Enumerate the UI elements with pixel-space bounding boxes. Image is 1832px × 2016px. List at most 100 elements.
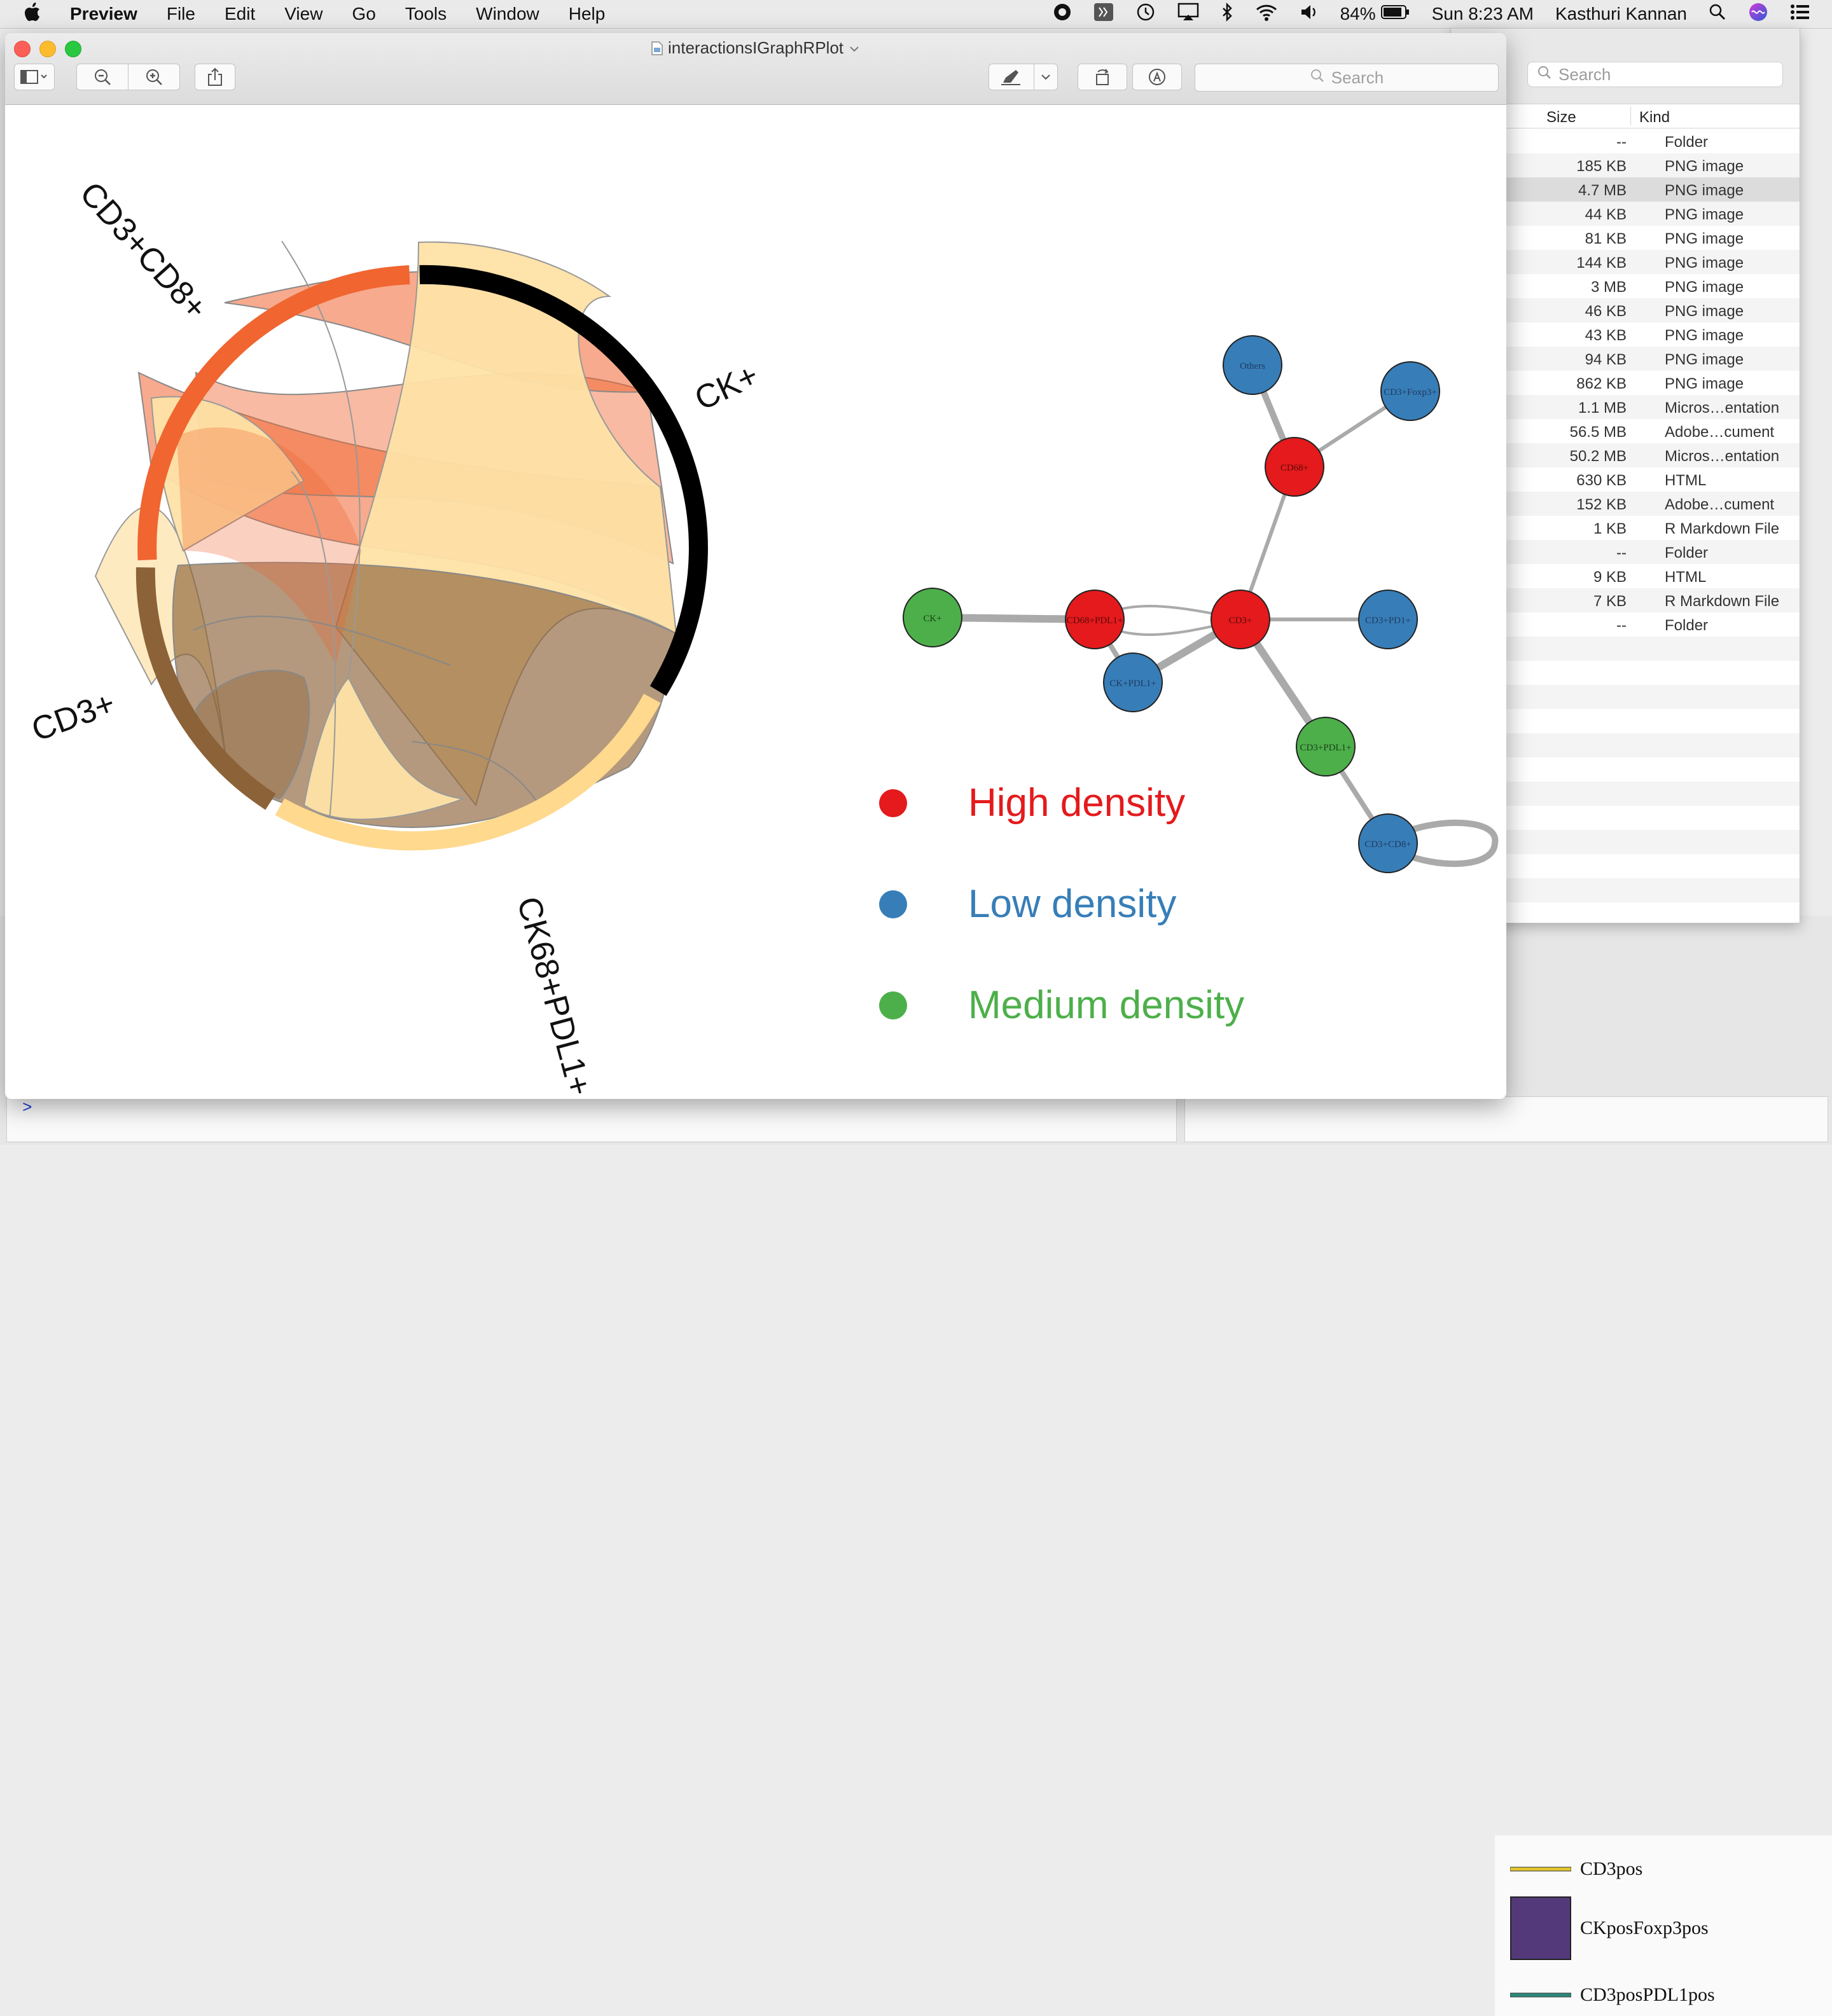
document-title-text: interactionsIGraphRPlot [667, 38, 844, 57]
minimize-button[interactable] [39, 41, 56, 57]
file-row[interactable]: 46 KB PNG image [1451, 298, 1800, 322]
wifi-icon[interactable] [1255, 3, 1278, 26]
sidebar-toggle-button[interactable] [14, 64, 55, 90]
file-kind: PNG image [1665, 182, 1744, 199]
file-size: 144 KB [1576, 254, 1627, 272]
airplay-icon[interactable] [1177, 3, 1199, 26]
document-title[interactable]: interactionsIGraphRPlot [5, 38, 1506, 58]
file-kind: Folder [1665, 134, 1709, 151]
legend-label-low: Low density [968, 882, 1176, 926]
chord-label-ck68-pdl1: CK68+PDL1+ [510, 893, 598, 1099]
search-icon [1310, 68, 1325, 88]
app-menu[interactable]: Preview [70, 4, 137, 24]
empty-row [1451, 878, 1800, 902]
file-row[interactable]: 144 KB PNG image [1451, 250, 1800, 274]
markup-toolbar-button[interactable] [1132, 64, 1182, 90]
preview-search-input[interactable]: Search [1195, 64, 1499, 92]
plot-image: CK+ CK68+PDL1+ CD3+ CD3+CD8+ [27, 175, 1499, 1099]
file-kind: Micros…entation [1665, 399, 1780, 417]
legend-dot-low [879, 890, 907, 918]
file-size: 862 KB [1576, 375, 1627, 392]
menu-help[interactable]: Help [568, 4, 606, 24]
zoom-out-button[interactable] [76, 64, 128, 90]
empty-row [1451, 782, 1800, 806]
file-kind: Folder [1665, 617, 1709, 634]
spotlight-icon[interactable] [1709, 3, 1726, 26]
close-button[interactable] [14, 41, 31, 57]
share-button[interactable] [195, 64, 235, 90]
file-row[interactable]: 3 MB PNG image [1451, 274, 1800, 298]
menu-window[interactable]: Window [476, 4, 539, 24]
column-kind[interactable]: Kind [1639, 109, 1670, 126]
self-loop-edge [1399, 819, 1499, 867]
volume-icon[interactable] [1300, 3, 1319, 26]
menu-view[interactable]: View [284, 4, 323, 24]
file-row[interactable]: 9 KB HTML [1451, 564, 1800, 588]
file-size: -- [1616, 617, 1627, 634]
file-kind: PNG image [1665, 327, 1744, 344]
file-size: 7 KB [1593, 593, 1627, 610]
file-size: 50.2 MB [1569, 448, 1627, 465]
battery-percent[interactable]: 84% [1340, 4, 1376, 24]
menu-file[interactable]: File [166, 4, 195, 24]
file-row[interactable]: 185 KB PNG image [1451, 153, 1800, 177]
clock[interactable]: Sun 8:23 AM [1431, 4, 1534, 24]
legend-dot-high [879, 789, 907, 817]
file-kind: Micros…entation [1665, 448, 1780, 465]
line-swatch [1510, 1992, 1571, 1998]
network-graph: Others CD3+Foxp3+ CD68+ CK+ CD68+PDL1+ [903, 335, 1499, 873]
file-row[interactable]: -- Folder [1451, 612, 1800, 637]
time-machine-icon[interactable] [1135, 3, 1156, 26]
markup-pen-button[interactable] [989, 64, 1034, 90]
rotate-button[interactable] [1078, 64, 1127, 90]
file-row[interactable]: 50.2 MB Micros…entation [1451, 443, 1800, 467]
file-row[interactable]: 862 KB PNG image [1451, 371, 1800, 395]
column-divider[interactable] [1630, 106, 1631, 125]
file-row[interactable]: 152 KB Adobe…cument [1451, 492, 1800, 516]
legend-item-cd3pos: CD3pos [1510, 1858, 1642, 1880]
chord-segment-ck68-pdl1 [275, 693, 661, 851]
zoom-in-button[interactable] [128, 64, 180, 90]
file-row[interactable]: 1 KB R Markdown File [1451, 516, 1800, 540]
chord-ribbon [177, 427, 361, 665]
finder-search-input[interactable]: Search [1527, 62, 1783, 87]
notification-center-icon[interactable] [1790, 3, 1810, 25]
file-row[interactable]: 7 KB R Markdown File [1451, 588, 1800, 612]
sync-status-icon[interactable] [1053, 3, 1072, 26]
zoom-button[interactable] [65, 41, 81, 57]
chord-edge [412, 741, 543, 811]
file-row[interactable]: 94 KB PNG image [1451, 347, 1800, 371]
file-kind: PNG image [1665, 158, 1744, 175]
app-status-icon[interactable] [1093, 3, 1114, 26]
line-swatch [1510, 1867, 1571, 1872]
file-row[interactable]: 4.7 MB PNG image [1451, 177, 1800, 202]
rstudio-right-pane [1184, 1096, 1828, 1142]
network-node-ck: CK+ [903, 588, 962, 647]
file-row[interactable]: 56.5 MB Adobe…cument [1451, 419, 1800, 443]
menu-go[interactable]: Go [352, 4, 376, 24]
file-size: -- [1616, 134, 1627, 151]
file-row[interactable]: -- Folder [1451, 129, 1800, 153]
r-console[interactable]: > [6, 1096, 1177, 1142]
chord-segment-cd3-cd8 [137, 265, 410, 561]
siri-icon[interactable] [1748, 2, 1768, 27]
search-icon [1537, 65, 1552, 85]
file-row[interactable]: 43 KB PNG image [1451, 322, 1800, 347]
user-menu[interactable]: Kasthuri Kannan [1555, 4, 1687, 24]
bluetooth-icon[interactable] [1221, 2, 1233, 26]
file-size: 46 KB [1585, 303, 1627, 320]
file-row[interactable]: 630 KB HTML [1451, 467, 1800, 492]
column-size[interactable]: Size [1546, 109, 1576, 126]
menu-tools[interactable]: Tools [405, 4, 447, 24]
markup-menu-button[interactable] [1034, 64, 1058, 90]
battery-icon[interactable] [1380, 4, 1410, 24]
file-row[interactable]: -- Folder [1451, 540, 1800, 564]
apple-icon[interactable] [24, 2, 41, 26]
node-label: CK+PDL1+ [1109, 679, 1156, 689]
file-row[interactable]: 1.1 MB Micros…entation [1451, 395, 1800, 419]
menu-edit[interactable]: Edit [224, 4, 256, 24]
file-row[interactable]: 81 KB PNG image [1451, 226, 1800, 250]
network-node-cd3-pdl1: CD3+PDL1+ [1296, 717, 1356, 777]
file-size: 1 KB [1593, 520, 1627, 537]
file-row[interactable]: 44 KB PNG image [1451, 202, 1800, 226]
